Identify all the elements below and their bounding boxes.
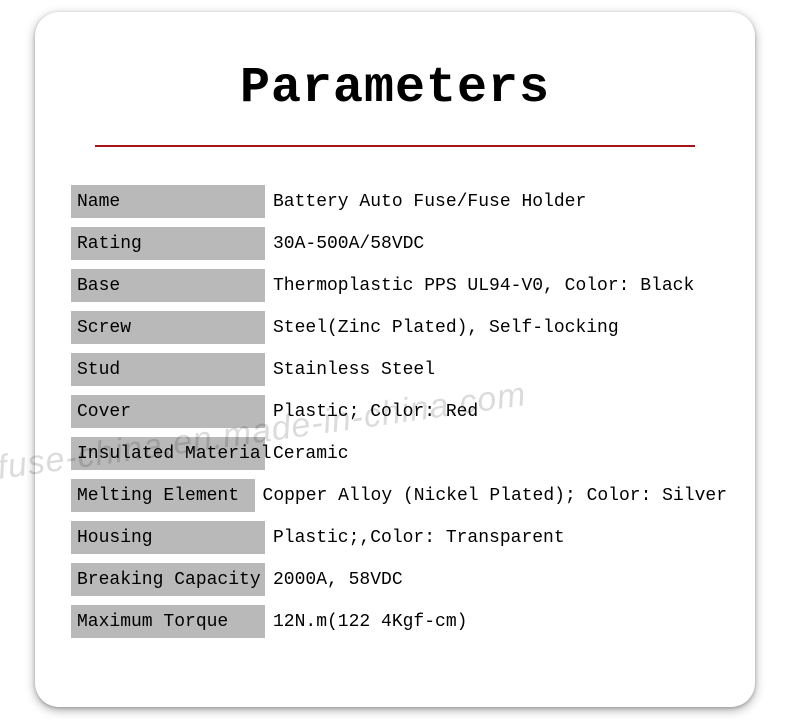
card-title: Parameters [35, 60, 755, 117]
row-label: Rating [71, 227, 265, 260]
row-value: Steel(Zinc Plated), Self-locking [265, 318, 619, 338]
row-value: Plastic; Color: Red [265, 402, 478, 422]
row-value: Battery Auto Fuse/Fuse Holder [265, 192, 586, 212]
table-row: BaseThermoplastic PPS UL94-V0, Color: Bl… [71, 269, 727, 302]
row-value: Plastic;,Color: Transparent [265, 528, 565, 548]
row-value: 2000A, 58VDC [265, 570, 403, 590]
table-row: HousingPlastic;,Color: Transparent [71, 521, 727, 554]
row-label: Melting Element [71, 479, 255, 512]
table-row: ScrewSteel(Zinc Plated), Self-locking [71, 311, 727, 344]
row-label: Maximum Torque [71, 605, 265, 638]
table-row: Insulated MaterialCeramic [71, 437, 727, 470]
table-row: Melting ElementCopper Alloy (Nickel Plat… [71, 479, 727, 512]
table-row: StudStainless Steel [71, 353, 727, 386]
row-label: Screw [71, 311, 265, 344]
table-row: Rating30A-500A/58VDC [71, 227, 727, 260]
table-row: Maximum Torque12N.m(122 4Kgf-cm) [71, 605, 727, 638]
table-row: Breaking Capacity2000A, 58VDC [71, 563, 727, 596]
row-value: Ceramic [265, 444, 349, 464]
row-label: Housing [71, 521, 265, 554]
row-label: Base [71, 269, 265, 302]
row-label: Stud [71, 353, 265, 386]
title-divider [95, 145, 695, 147]
row-label: Insulated Material [71, 437, 265, 470]
row-value: 30A-500A/58VDC [265, 234, 424, 254]
row-value: Stainless Steel [265, 360, 435, 380]
table-row: CoverPlastic; Color: Red [71, 395, 727, 428]
row-label: Breaking Capacity [71, 563, 265, 596]
row-label: Cover [71, 395, 265, 428]
parameters-card: Parameters NameBattery Auto Fuse/Fuse Ho… [35, 12, 755, 707]
parameters-table: NameBattery Auto Fuse/Fuse HolderRating3… [35, 185, 755, 638]
row-value: Thermoplastic PPS UL94-V0, Color: Black [265, 276, 694, 296]
row-label: Name [71, 185, 265, 218]
row-value: 12N.m(122 4Kgf-cm) [265, 612, 467, 632]
row-value: Copper Alloy (Nickel Plated); Color: Sil… [255, 486, 727, 506]
table-row: NameBattery Auto Fuse/Fuse Holder [71, 185, 727, 218]
